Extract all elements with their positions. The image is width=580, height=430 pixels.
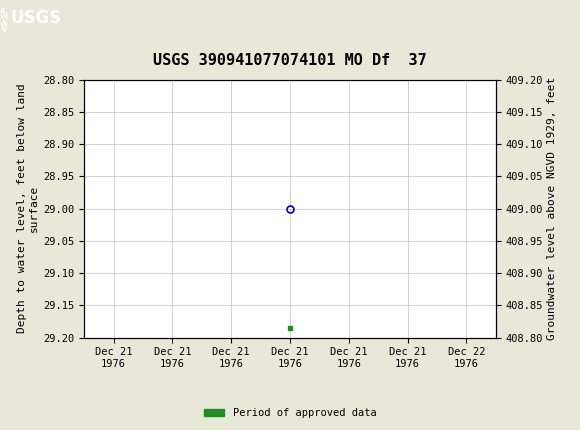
Text: USGS: USGS <box>10 9 61 27</box>
Legend: Period of approved data: Period of approved data <box>200 404 380 423</box>
Y-axis label: Depth to water level, feet below land
surface: Depth to water level, feet below land su… <box>17 84 39 333</box>
Text: USGS 390941077074101 MO Df  37: USGS 390941077074101 MO Df 37 <box>153 53 427 68</box>
Y-axis label: Groundwater level above NGVD 1929, feet: Groundwater level above NGVD 1929, feet <box>548 77 557 340</box>
